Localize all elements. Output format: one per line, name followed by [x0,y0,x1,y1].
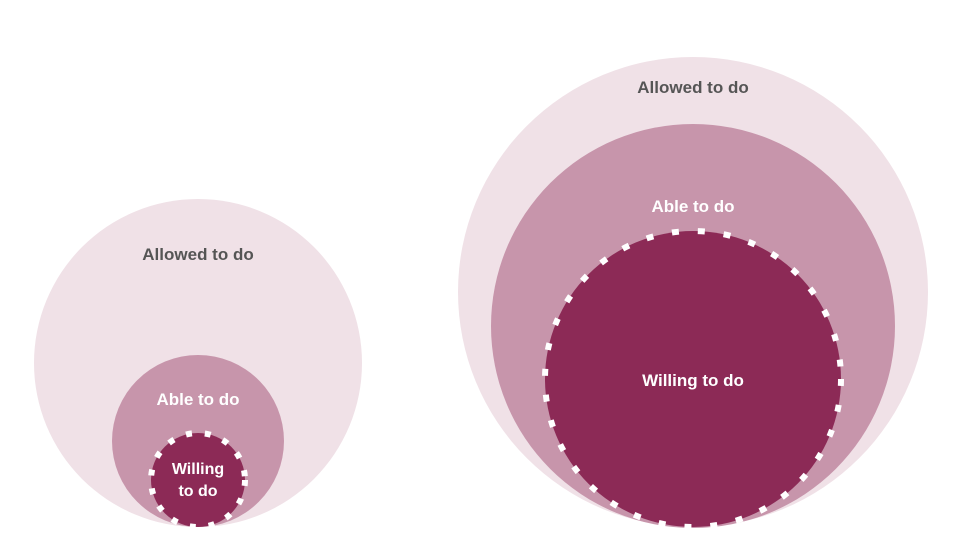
right-willing-label: Willing to do [642,371,744,390]
right-willing-circle [542,228,844,530]
left-willing-circle [148,430,248,530]
right-allowed-label: Allowed to do [637,78,748,97]
right-able-label: Able to do [651,197,734,216]
left-diagram: Allowed to do Able to do Willing to do [34,199,362,530]
right-diagram: Allowed to do Able to do Willing to do [458,57,928,530]
left-able-label: Able to do [156,390,239,409]
left-willing-label-2: to do [178,483,217,500]
left-allowed-label: Allowed to do [142,245,253,264]
left-willing-label-1: Willing [172,461,224,478]
